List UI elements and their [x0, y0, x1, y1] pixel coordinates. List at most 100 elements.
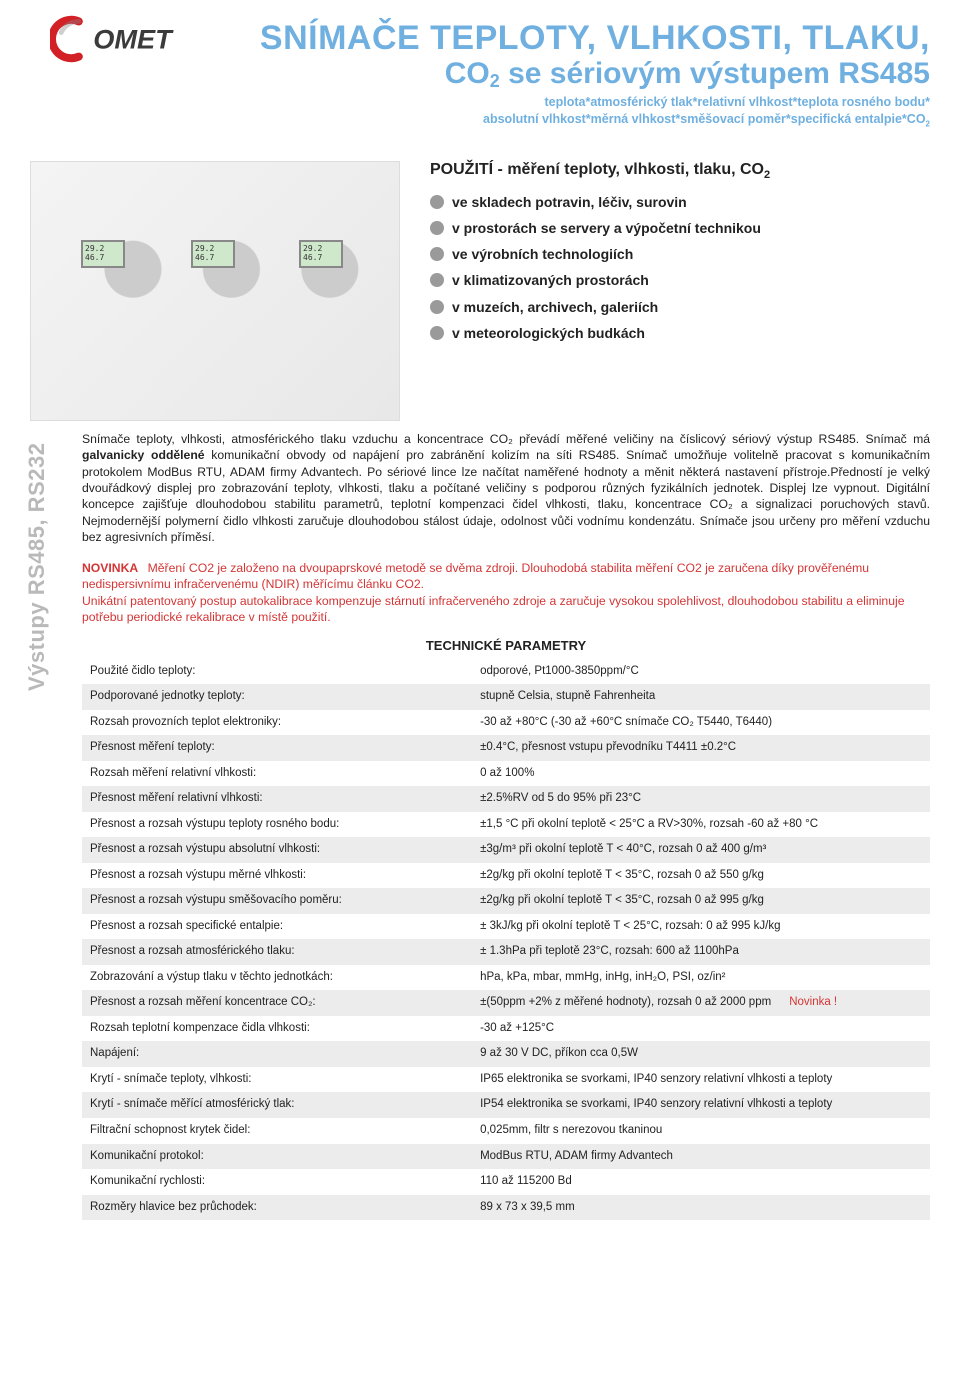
- param-value: ModBus RTU, ADAM firmy Advantech: [472, 1144, 930, 1170]
- usage-item: v klimatizovaných prostorách: [430, 271, 930, 289]
- lcd-3: 29.246.7: [299, 240, 343, 268]
- param-label: Rozsah provozních teplot elektroniky:: [82, 710, 472, 736]
- param-row: Rozměry hlavice bez průchodek:89 x 73 x …: [82, 1195, 930, 1221]
- param-value: 9 až 30 V DC, příkon cca 0,5W: [472, 1041, 930, 1067]
- param-row: Přesnost a rozsah výstupu směšovacího po…: [82, 888, 930, 914]
- param-row: Přesnost měření teploty:±0.4°C, přesnost…: [82, 735, 930, 761]
- headline-line2-post: se sériovým výstupem RS485: [500, 57, 930, 90]
- param-row: Rozsah měření relativní vlhkosti:0 až 10…: [82, 761, 930, 787]
- body-row: Výstupy RS485, RS232 Snímače teploty, vl…: [30, 431, 930, 1221]
- param-row: Přesnost a rozsah výstupu absolutní vlhk…: [82, 837, 930, 863]
- page: OMET SNÍMAČE TEPLOTY, VLHKOSTI, TLAKU, C…: [0, 0, 960, 1394]
- param-label: Podporované jednotky teploty:: [82, 684, 472, 710]
- usage-item: ve výrobních technologiích: [430, 245, 930, 263]
- tagline2: absolutní vlhkost*měrná vlhkost*směšovac…: [483, 112, 926, 126]
- param-label: Rozsah teplotní kompenzace čidla vlhkost…: [82, 1016, 472, 1042]
- param-label: Krytí - snímače měřící atmosférický tlak…: [82, 1092, 472, 1118]
- usage-item: v prostorách se servery a výpočetní tech…: [430, 219, 930, 237]
- svg-text:OMET: OMET: [93, 24, 174, 55]
- param-label: Přesnost a rozsah výstupu absolutní vlhk…: [82, 837, 472, 863]
- lcd-1: 29.246.7: [81, 240, 125, 268]
- headline-line2: CO2 se sériovým výstupem RS485: [130, 57, 930, 90]
- headline-line1: SNÍMAČE TEPLOTY, VLHKOSTI, TLAKU,: [130, 20, 930, 57]
- novinka-inline: Novinka !: [789, 996, 837, 1008]
- param-label: Použité čidlo teploty:: [82, 659, 472, 685]
- usage-block: POUŽITÍ - měření teploty, vlhkosti, tlak…: [430, 161, 930, 421]
- usage-title-text: POUŽITÍ - měření teploty, vlhkosti, tlak…: [430, 161, 764, 178]
- param-label: Přesnost a rozsah atmosférického tlaku:: [82, 939, 472, 965]
- param-value: odporové, Pt1000-3850ppm/°C: [472, 659, 930, 685]
- param-label: Přesnost a rozsah specifické entalpie:: [82, 914, 472, 940]
- param-label: Přesnost měření relativní vlhkosti:: [82, 786, 472, 812]
- brand-logo: OMET: [50, 15, 210, 63]
- param-value: 89 x 73 x 39,5 mm: [472, 1195, 930, 1221]
- usage-item: v meteorologických budkách: [430, 324, 930, 342]
- param-label: Zobrazování a výstup tlaku v těchto jedn…: [82, 965, 472, 991]
- usage-item: ve skladech potravin, léčiv, surovin: [430, 193, 930, 211]
- param-value: -30 až +125°C: [472, 1016, 930, 1042]
- params-table: Použité čidlo teploty:odporové, Pt1000-3…: [82, 659, 930, 1220]
- headline-line2-sub: 2: [490, 71, 500, 91]
- tagline1: teplota*atmosférický tlak*relativní vlhk…: [544, 95, 930, 109]
- usage-list: ve skladech potravin, léčiv, surovin v p…: [430, 193, 930, 342]
- param-value: ±0.4°C, přesnost vstupu převodníku T4411…: [472, 735, 930, 761]
- param-value: 110 až 115200 Bd: [472, 1169, 930, 1195]
- param-label: Rozsah měření relativní vlhkosti:: [82, 761, 472, 787]
- param-label: Napájení:: [82, 1041, 472, 1067]
- param-label: Přesnost a rozsah měření koncentrace CO₂…: [82, 990, 472, 1016]
- param-row: Přesnost a rozsah měření koncentrace CO₂…: [82, 990, 930, 1016]
- param-label: Filtrační schopnost krytek čidel:: [82, 1118, 472, 1144]
- product-image: 29.246.7 29.246.7 29.246.7: [30, 161, 400, 421]
- usage-title-sub: 2: [764, 169, 770, 181]
- param-value: ±1,5 °C při okolní teplotě < 25°C a RV>3…: [472, 812, 930, 838]
- param-value: 0,025mm, filtr s nerezovou tkaninou: [472, 1118, 930, 1144]
- param-row: Přesnost měření relativní vlhkosti:±2.5%…: [82, 786, 930, 812]
- usage-item: v muzeích, archivech, galeriích: [430, 298, 930, 316]
- param-value: IP54 elektronika se svorkami, IP40 senzo…: [472, 1092, 930, 1118]
- headline-line2-pre: CO: [445, 57, 490, 90]
- side-label: Výstupy RS485, RS232: [30, 431, 82, 1221]
- param-row: Přesnost a rozsah atmosférického tlaku:±…: [82, 939, 930, 965]
- param-label: Krytí - snímače teploty, vlhkosti:: [82, 1067, 472, 1093]
- param-row: Přesnost a rozsah výstupu měrné vlhkosti…: [82, 863, 930, 889]
- param-row: Napájení:9 až 30 V DC, příkon cca 0,5W: [82, 1041, 930, 1067]
- param-label: Přesnost a rozsah výstupu teploty rosnéh…: [82, 812, 472, 838]
- novinka-text: Měření CO2 je založeno na dvoupaprskové …: [82, 561, 904, 624]
- param-value: hPa, kPa, mbar, mmHg, inHg, inH₂O, PSI, …: [472, 965, 930, 991]
- param-row: Rozsah provozních teplot elektroniky:-30…: [82, 710, 930, 736]
- tagline2-sub: 2: [926, 120, 930, 129]
- param-value: ±3g/m³ při okolní teplotě T < 40°C, rozs…: [472, 837, 930, 863]
- param-value: 0 až 100%: [472, 761, 930, 787]
- param-row: Zobrazování a výstup tlaku v těchto jedn…: [82, 965, 930, 991]
- param-row: Komunikační protokol:ModBus RTU, ADAM fi…: [82, 1144, 930, 1170]
- param-label: Přesnost a rozsah výstupu směšovacího po…: [82, 888, 472, 914]
- desc-part1: Snímače teploty, vlhkosti, atmosférickéh…: [82, 432, 930, 446]
- param-row: Komunikační rychlosti:110 až 115200 Bd: [82, 1169, 930, 1195]
- param-value: stupně Celsia, stupně Fahrenheita: [472, 684, 930, 710]
- param-row: Použité čidlo teploty:odporové, Pt1000-3…: [82, 659, 930, 685]
- param-row: Krytí - snímače měřící atmosférický tlak…: [82, 1092, 930, 1118]
- side-label-text: Výstupy RS485, RS232: [24, 442, 50, 690]
- param-row: Rozsah teplotní kompenzace čidla vlhkost…: [82, 1016, 930, 1042]
- param-label: Komunikační protokol:: [82, 1144, 472, 1170]
- description: Snímače teploty, vlhkosti, atmosférickéh…: [82, 431, 930, 546]
- usage-title: POUŽITÍ - měření teploty, vlhkosti, tlak…: [430, 161, 930, 181]
- lcd-2: 29.246.7: [191, 240, 235, 268]
- param-value: ± 1.3hPa při teplotě 23°C, rozsah: 600 a…: [472, 939, 930, 965]
- params-title: TECHNICKÉ PARAMETRY: [82, 638, 930, 653]
- param-value: ±2g/kg při okolní teplotě T < 35°C, rozs…: [472, 888, 930, 914]
- param-row: Krytí - snímače teploty, vlhkosti:IP65 e…: [82, 1067, 930, 1093]
- param-label: Přesnost měření teploty:: [82, 735, 472, 761]
- novinka-title: NOVINKA: [82, 561, 138, 575]
- param-value: ±2.5%RV od 5 do 95% při 23°C: [472, 786, 930, 812]
- desc-bold: galvanicky oddělené: [82, 448, 205, 462]
- param-value: IP65 elektronika se svorkami, IP40 senzo…: [472, 1067, 930, 1093]
- param-row: Přesnost a rozsah výstupu teploty rosnéh…: [82, 812, 930, 838]
- novinka-block: NOVINKA Měření CO2 je založeno na dvoupa…: [82, 560, 930, 626]
- param-row: Přesnost a rozsah specifické entalpie:± …: [82, 914, 930, 940]
- param-value: ± 3kJ/kg při okolní teplotě T < 25°C, ro…: [472, 914, 930, 940]
- headline: SNÍMAČE TEPLOTY, VLHKOSTI, TLAKU, CO2 se…: [130, 20, 930, 131]
- param-value: ±(50ppm +2% z měřené hodnoty), rozsah 0 …: [472, 990, 930, 1016]
- param-value: ±2g/kg při okolní teplotě T < 35°C, rozs…: [472, 863, 930, 889]
- param-label: Komunikační rychlosti:: [82, 1169, 472, 1195]
